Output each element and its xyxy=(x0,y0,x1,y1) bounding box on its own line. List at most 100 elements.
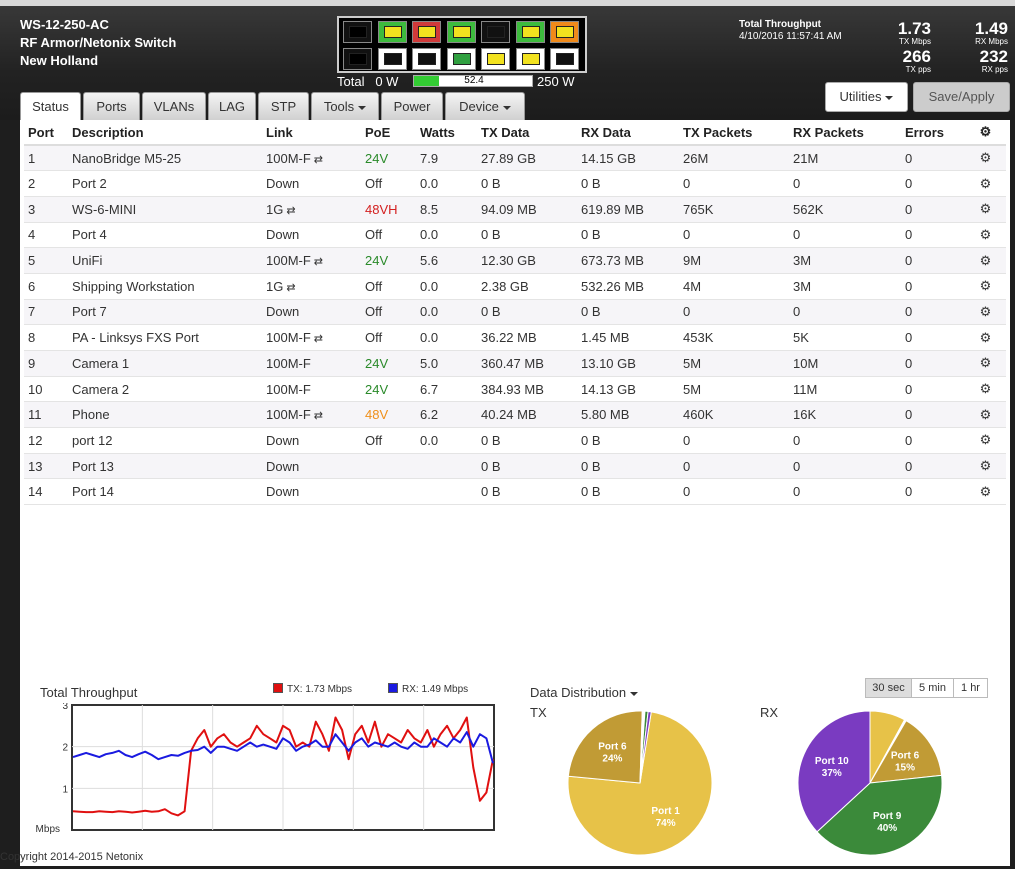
table-row[interactable]: 12 port 12 Down Off 0.0 0 B 0 B 0 0 0 ⚙ xyxy=(24,427,1006,454)
port-10-indicator[interactable] xyxy=(412,48,441,70)
table-row[interactable]: 5 UniFi 100M-F ⇄ 24V 5.6 12.30 GB 673.73 MB 9M 3M… xyxy=(24,247,1006,274)
gear-icon[interactable]: ⚙ xyxy=(965,196,1006,223)
tab-tools[interactable]: Tools xyxy=(311,92,379,121)
gear-icon[interactable]: ⚙ xyxy=(965,376,1006,403)
table-row[interactable]: 13 Port 13 Down 0 B 0 B 0 0 0 ⚙ xyxy=(24,453,1006,480)
port-6-indicator[interactable] xyxy=(515,21,545,43)
gear-icon[interactable]: ⚙ xyxy=(965,120,1006,146)
column-header[interactable]: RX Data xyxy=(577,120,679,146)
range-1hr-button[interactable]: 1 hr xyxy=(953,678,988,698)
cell-txp: 0 xyxy=(683,484,691,500)
table-row[interactable]: 3 WS-6-MINI 1G ⇄ 48VH 8.5 94.09 MB 619.89 MB 765… xyxy=(24,196,1006,223)
utilities-button[interactable]: Utilities xyxy=(825,82,908,112)
pie-slice[interactable] xyxy=(567,710,643,784)
cell-desc: Port 13 xyxy=(72,458,114,474)
tab-ports[interactable]: Ports xyxy=(83,92,140,121)
cell-port: 12 xyxy=(28,432,43,448)
table-cell: NanoBridge M5-25 xyxy=(68,145,262,172)
port-5-indicator[interactable] xyxy=(481,21,510,43)
table-row[interactable]: 11 Phone 100M-F ⇄ 48V 6.2 40.24 MB 5.80 MB 460K 1… xyxy=(24,401,1006,429)
device-info: WS-12-250-AC RF Armor/Netonix Switch New… xyxy=(20,16,176,70)
port-11-indicator[interactable] xyxy=(446,48,476,70)
column-header[interactable]: Description xyxy=(68,120,262,146)
port-8-indicator[interactable] xyxy=(343,48,372,70)
cell-desc: Phone xyxy=(72,407,110,423)
tab-device[interactable]: Device xyxy=(445,92,525,121)
column-header[interactable]: Watts xyxy=(416,120,477,146)
table-cell: 21M xyxy=(789,145,901,172)
tab-lag[interactable]: LAG xyxy=(208,92,256,121)
gear-icon[interactable]: ⚙ xyxy=(965,247,1006,274)
column-header[interactable]: Link xyxy=(262,120,361,146)
tab-stp[interactable]: STP xyxy=(258,92,309,121)
table-cell: 360.47 MB xyxy=(477,350,577,377)
data-distribution-dropdown[interactable]: Data Distribution xyxy=(530,685,639,700)
table-cell: Off xyxy=(361,427,416,454)
gear-icon[interactable]: ⚙ xyxy=(965,324,1006,351)
table-row[interactable]: 4 Port 4 Down Off 0.0 0 B 0 B 0 0 0 ⚙ xyxy=(24,222,1006,249)
gear-icon[interactable]: ⚙ xyxy=(965,145,1006,172)
gear-icon[interactable]: ⚙ xyxy=(965,427,1006,454)
table-cell: 673.73 MB xyxy=(577,247,679,274)
tab-status[interactable]: Status xyxy=(20,92,81,121)
range-30sec-button[interactable]: 30 sec xyxy=(865,678,912,698)
tab-power[interactable]: Power xyxy=(381,92,443,121)
table-cell: Port 13 xyxy=(68,453,262,480)
legend-tx-label: TX: 1.73 Mbps xyxy=(287,684,353,695)
column-header[interactable]: PoE xyxy=(361,120,416,146)
save-apply-button[interactable]: Save/Apply xyxy=(913,82,1010,112)
table-header: Port Description Link PoE Watts TX Data RX Dat… xyxy=(24,120,1006,146)
gear-icon[interactable]: ⚙ xyxy=(965,222,1006,249)
cell-port: 5 xyxy=(28,253,36,269)
port-9-indicator[interactable] xyxy=(377,48,407,70)
table-row[interactable]: 6 Shipping Workstation 1G ⇄ Off 0.0 2.38 GB 532… xyxy=(24,273,1006,300)
column-header[interactable]: Errors xyxy=(901,120,965,146)
column-header[interactable]: Port xyxy=(24,120,68,146)
table-cell: 2 xyxy=(24,170,68,197)
pie-slice[interactable] xyxy=(797,710,871,833)
cell-poe: Off xyxy=(365,330,383,346)
full-duplex-icon: ⇄ xyxy=(286,281,296,294)
port-3-indicator[interactable] xyxy=(412,21,441,43)
cell-txp: 5M xyxy=(683,381,702,397)
port-14-indicator[interactable] xyxy=(550,48,579,70)
port-1-indicator[interactable] xyxy=(343,21,372,43)
table-cell: 100M-F ⇄ xyxy=(262,247,361,274)
gear-icon[interactable]: ⚙ xyxy=(965,478,1006,506)
gear-icon[interactable]: ⚙ xyxy=(965,273,1006,300)
cell-link: 100M-F xyxy=(266,330,311,346)
port-12-indicator[interactable] xyxy=(481,48,510,70)
pie-slice[interactable] xyxy=(816,774,943,855)
gear-icon[interactable]: ⚙ xyxy=(965,299,1006,326)
table-row[interactable]: 9 Camera 1 100M-F 24V 5.0 360.47 MB 13.10 GB 5M… xyxy=(24,350,1006,377)
pie-slice[interactable] xyxy=(639,710,652,784)
cell-tx: 36.22 MB xyxy=(481,330,537,346)
table-row[interactable]: 2 Port 2 Down Off 0.0 0 B 0 B 0 0 0 ⚙ xyxy=(24,170,1006,197)
range-5min-button[interactable]: 5 min xyxy=(911,678,954,698)
table-row[interactable]: 7 Port 7 Down Off 0.0 0 B 0 B 0 0 0 ⚙ xyxy=(24,299,1006,326)
port-13-indicator[interactable] xyxy=(515,48,545,70)
pie-slice[interactable] xyxy=(869,720,943,784)
table-row[interactable]: 1 NanoBridge M5-25 100M-F ⇄ 24V 7.9 27.89 GB 14… xyxy=(24,145,1006,172)
port-4-indicator[interactable] xyxy=(446,21,476,43)
gear-icon[interactable]: ⚙ xyxy=(965,350,1006,377)
port-status-panel[interactable] xyxy=(337,16,587,73)
full-duplex-icon: ⇄ xyxy=(313,333,324,346)
tab-vlans[interactable]: VLANs xyxy=(142,92,206,121)
table-row[interactable]: 8 PA - Linksys FXS Port 100M-F ⇄ Off 0.0 36.22… xyxy=(24,324,1006,351)
table-cell: 0 xyxy=(789,170,901,197)
cell-desc: port 12 xyxy=(72,432,113,448)
port-2-indicator[interactable] xyxy=(377,21,407,43)
table-row[interactable]: 14 Port 14 Down 0 B 0 B 0 0 0 ⚙ xyxy=(24,478,1006,506)
column-header[interactable]: TX Data xyxy=(477,120,577,146)
cell-poe: Off xyxy=(365,176,383,192)
gear-icon[interactable]: ⚙ xyxy=(965,453,1006,480)
column-header[interactable]: RX Packets xyxy=(789,120,901,146)
column-header[interactable]: TX Packets xyxy=(679,120,789,146)
table-cell: Down xyxy=(262,170,361,197)
table-cell: 3M xyxy=(789,273,901,300)
port-7-indicator[interactable] xyxy=(550,21,579,43)
gear-icon[interactable]: ⚙ xyxy=(965,401,1006,429)
gear-icon[interactable]: ⚙ xyxy=(965,170,1006,197)
table-row[interactable]: 10 Camera 2 100M-F 24V 6.7 384.93 MB 14.13 GB 5… xyxy=(24,376,1006,403)
